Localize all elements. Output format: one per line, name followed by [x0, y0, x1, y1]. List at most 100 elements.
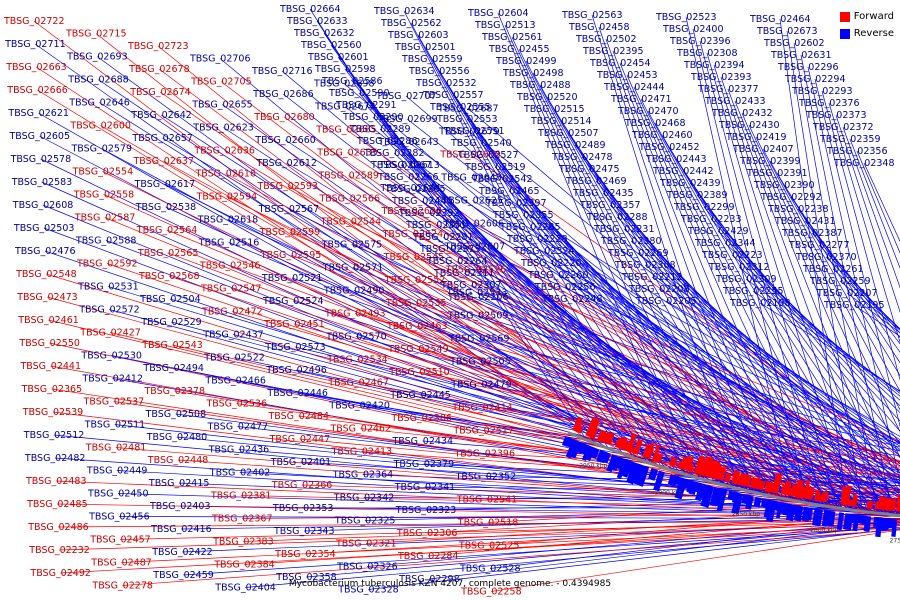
gene-label[interactable]: TBSG_02389 — [666, 190, 728, 201]
gene-label[interactable]: TBSG_02324 — [513, 246, 575, 257]
gene-label[interactable]: TBSG_02515 — [523, 104, 585, 115]
gene-label[interactable]: TBSG_02599 — [259, 227, 321, 238]
gene-label[interactable]: TBSG_02487 — [90, 558, 152, 569]
gene-label[interactable]: TBSG_02288 — [586, 212, 648, 223]
gene-label[interactable]: TBSG_02687 — [437, 104, 499, 115]
gene-label[interactable]: TBSG_02461 — [17, 315, 79, 326]
gene-label[interactable]: TBSG_02427 — [79, 328, 141, 339]
gene-label[interactable]: TBSG_02532 — [415, 78, 477, 89]
gene-label[interactable]: TBSG_02255 — [722, 286, 784, 297]
gene-label[interactable]: TBSG_02342 — [333, 493, 395, 504]
gene-label[interactable]: TBSG_02412 — [82, 374, 144, 385]
gene-label[interactable]: TBSG_02260 — [527, 270, 589, 281]
gene-label[interactable]: TBSG_02404 — [214, 583, 276, 594]
gene-label[interactable]: TBSG_02621 — [7, 108, 69, 119]
gene-label[interactable]: TBSG_02716 — [251, 66, 313, 77]
gene-label[interactable]: TBSG_02261 — [802, 264, 864, 275]
gene-label[interactable]: TBSG_02469 — [565, 176, 627, 187]
gene-label[interactable]: TBSG_02357 — [579, 200, 641, 211]
gene-label[interactable]: TBSG_02541 — [456, 495, 518, 506]
gene-label[interactable]: TBSG_02434 — [392, 436, 454, 447]
gene-label[interactable]: TBSG_02311 — [433, 268, 495, 279]
gene-label[interactable]: TBSG_02679 — [438, 127, 500, 138]
gene-label[interactable]: TBSG_02248 — [541, 294, 603, 305]
gene-label[interactable]: TBSG_02648 — [440, 173, 502, 184]
gene-label[interactable]: TBSG_02516 — [198, 238, 260, 249]
gene-label[interactable]: TBSG_02642 — [130, 110, 192, 121]
gene-label[interactable]: TBSG_02594 — [196, 192, 258, 203]
gene-label[interactable]: TBSG_02460 — [631, 130, 693, 141]
gene-label[interactable]: TBSG_02666 — [6, 85, 68, 96]
gene-label[interactable]: TBSG_02298 — [398, 574, 460, 585]
gene-label[interactable]: TBSG_02312 — [708, 262, 770, 273]
gene-label[interactable]: TBSG_02644 — [379, 183, 441, 194]
gene-label[interactable]: TBSG_02546 — [199, 261, 261, 272]
gene-label[interactable]: TBSG_02399 — [739, 156, 801, 167]
gene-label[interactable]: TBSG_02264 — [426, 256, 488, 267]
gene-label[interactable]: TBSG_02556 — [408, 66, 470, 77]
gene-label[interactable]: TBSG_02394 — [683, 60, 745, 71]
gene-label[interactable]: TBSG_02432 — [711, 108, 773, 119]
gene-label[interactable]: TBSG_02555 — [429, 102, 491, 113]
gene-label[interactable]: TBSG_02366 — [271, 480, 333, 491]
gene-label[interactable]: TBSG_02403 — [149, 501, 211, 512]
gene-label[interactable]: TBSG_02309 — [715, 274, 777, 285]
gene-label[interactable]: TBSG_02533 — [446, 288, 508, 299]
gene-label[interactable]: TBSG_02536 — [206, 399, 268, 410]
gene-label[interactable]: TBSG_02457 — [89, 535, 151, 546]
gene-label[interactable]: TBSG_02341 — [394, 482, 456, 493]
gene-label[interactable]: TBSG_02693 — [66, 52, 128, 63]
gene-label[interactable]: TBSG_02572 — [78, 305, 140, 316]
gene-label[interactable]: TBSG_02630 — [439, 150, 501, 161]
gene-label[interactable]: TBSG_02354 — [274, 549, 336, 560]
gene-label[interactable]: TBSG_02613 — [378, 160, 440, 171]
gene-label[interactable]: TBSG_02435 — [572, 188, 634, 199]
gene-label[interactable]: TBSG_02308 — [676, 48, 738, 59]
gene-label[interactable]: TBSG_02440 — [391, 196, 453, 207]
gene-label[interactable]: TBSG_02367 — [211, 514, 273, 525]
gene-label[interactable]: TBSG_02579 — [71, 144, 133, 155]
gene-label[interactable]: TBSG_02383 — [212, 537, 274, 548]
gene-label[interactable]: TBSG_02637 — [133, 156, 195, 167]
gene-label[interactable]: TBSG_02564 — [136, 225, 198, 236]
gene-label[interactable]: TBSG_02465 — [478, 186, 540, 197]
gene-label[interactable]: TBSG_02673 — [756, 26, 818, 37]
gene-label[interactable]: TBSG_02518 — [457, 518, 519, 529]
gene-label[interactable]: TBSG_02539 — [22, 407, 84, 418]
gene-label[interactable]: TBSG_02420 — [328, 401, 390, 412]
gene-label[interactable]: TBSG_02602 — [763, 38, 825, 49]
gene-label[interactable]: TBSG_02206 — [447, 292, 509, 303]
gene-label[interactable]: TBSG_02265 — [384, 184, 446, 195]
gene-label[interactable]: TBSG_02343 — [273, 526, 335, 537]
gene-label[interactable]: TBSG_02437 — [202, 330, 264, 341]
gene-label[interactable]: TBSG_02422 — [151, 547, 213, 558]
gene-label[interactable]: TBSG_02391 — [746, 168, 808, 179]
gene-label[interactable]: TBSG_02478 — [551, 152, 613, 163]
gene-label[interactable]: TBSG_02590 — [328, 88, 390, 99]
gene-label[interactable]: TBSG_02429 — [687, 226, 749, 237]
gene-label[interactable]: TBSG_02370 — [795, 252, 857, 263]
gene-label[interactable]: TBSG_02450 — [87, 489, 149, 500]
gene-label[interactable]: TBSG_02605 — [9, 131, 71, 142]
gene-label[interactable]: TBSG_02395 — [582, 46, 644, 57]
gene-label[interactable]: TBSG_02563 — [561, 10, 623, 21]
gene-label[interactable]: TBSG_02296 — [777, 62, 839, 73]
gene-label[interactable]: TBSG_02473 — [16, 292, 78, 303]
gene-label[interactable]: TBSG_02567 — [258, 204, 320, 215]
gene-label[interactable]: TBSG_02259 — [809, 276, 871, 287]
gene-label[interactable]: TBSG_02511 — [84, 420, 146, 431]
gene-label[interactable]: TBSG_02414 — [451, 403, 513, 414]
gene-label[interactable]: TBSG_02291 — [335, 100, 397, 111]
gene-label[interactable]: TBSG_02578 — [10, 154, 72, 165]
gene-label[interactable]: TBSG_02442 — [652, 166, 714, 177]
gene-label[interactable]: TBSG_02496 — [265, 365, 327, 376]
gene-label[interactable]: TBSG_02549 — [387, 344, 449, 355]
gene-label[interactable]: TBSG_02454 — [589, 58, 651, 69]
gene-label[interactable]: TBSG_02436 — [208, 445, 270, 456]
gene-label[interactable]: TBSG_02477 — [207, 422, 269, 433]
gene-label[interactable]: TBSG_02625 — [441, 196, 503, 207]
gene-label[interactable]: TBSG_02351 — [405, 220, 467, 231]
gene-label[interactable]: TBSG_02509 — [447, 311, 509, 322]
gene-label[interactable]: TBSG_02443 — [645, 154, 707, 165]
gene-label[interactable]: TBSG_02715 — [65, 29, 127, 40]
